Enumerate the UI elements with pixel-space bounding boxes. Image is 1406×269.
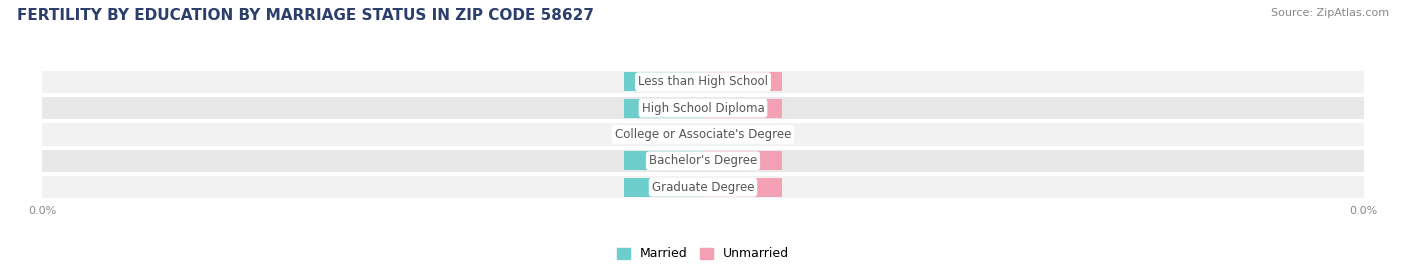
Text: 0.0%: 0.0% — [728, 129, 758, 140]
Bar — [624, 72, 703, 91]
Text: College or Associate's Degree: College or Associate's Degree — [614, 128, 792, 141]
Bar — [624, 125, 703, 144]
Text: 0.0%: 0.0% — [728, 77, 758, 87]
Text: 0.0%: 0.0% — [648, 103, 678, 113]
Text: 0.0%: 0.0% — [648, 77, 678, 87]
Bar — [42, 70, 1364, 93]
Text: Less than High School: Less than High School — [638, 75, 768, 88]
Text: Graduate Degree: Graduate Degree — [652, 181, 754, 194]
Bar — [42, 176, 1364, 199]
Text: FERTILITY BY EDUCATION BY MARRIAGE STATUS IN ZIP CODE 58627: FERTILITY BY EDUCATION BY MARRIAGE STATU… — [17, 8, 593, 23]
Bar — [624, 151, 703, 170]
Bar — [624, 178, 703, 197]
Bar — [703, 72, 782, 91]
Text: Source: ZipAtlas.com: Source: ZipAtlas.com — [1271, 8, 1389, 18]
Text: 0.0%: 0.0% — [648, 129, 678, 140]
Bar — [703, 178, 782, 197]
Text: Bachelor's Degree: Bachelor's Degree — [650, 154, 756, 167]
Text: 0.0%: 0.0% — [648, 182, 678, 192]
Bar — [42, 150, 1364, 172]
Bar — [703, 151, 782, 170]
Legend: Married, Unmarried: Married, Unmarried — [612, 242, 794, 266]
Text: 0.0%: 0.0% — [728, 103, 758, 113]
Text: High School Diploma: High School Diploma — [641, 102, 765, 115]
Text: 0.0%: 0.0% — [728, 182, 758, 192]
Text: 0.0%: 0.0% — [648, 156, 678, 166]
Bar — [703, 125, 782, 144]
Bar — [42, 97, 1364, 119]
Text: 0.0%: 0.0% — [728, 156, 758, 166]
Bar — [624, 99, 703, 118]
Bar — [703, 99, 782, 118]
Bar — [42, 123, 1364, 146]
